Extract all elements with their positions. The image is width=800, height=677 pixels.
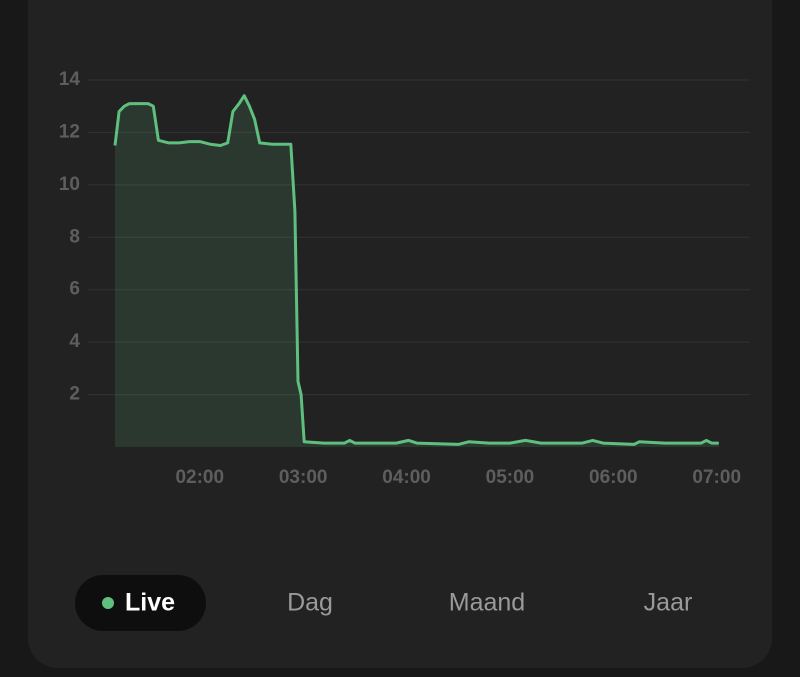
line [113,94,719,446]
y-tick-label: 8 [69,226,80,247]
area-fill [115,95,719,447]
x-tick-label: 07:00 [692,467,741,488]
y-tick-label: 2 [69,384,80,405]
x-tick-label: 05:00 [486,467,535,488]
x-tick-label: 02:00 [175,467,224,488]
tab[interactable]: Live [125,589,175,617]
tab[interactable]: Dag [287,589,333,617]
live-dot [102,597,114,609]
y-tick-label: 12 [59,121,80,142]
x-tick-label: 06:00 [589,467,638,488]
tab[interactable]: Jaar [644,589,693,617]
y-tick-label: 6 [69,279,80,300]
tab-active-pill[interactable] [75,575,206,631]
y-tick-label: 4 [69,331,80,352]
y-tick-label: 10 [59,174,80,195]
y-tick-label: 14 [59,69,81,90]
tab[interactable]: Maand [449,589,525,617]
x-tick-label: 03:00 [279,467,328,488]
x-tick-label: 04:00 [382,467,431,488]
card [28,0,772,668]
